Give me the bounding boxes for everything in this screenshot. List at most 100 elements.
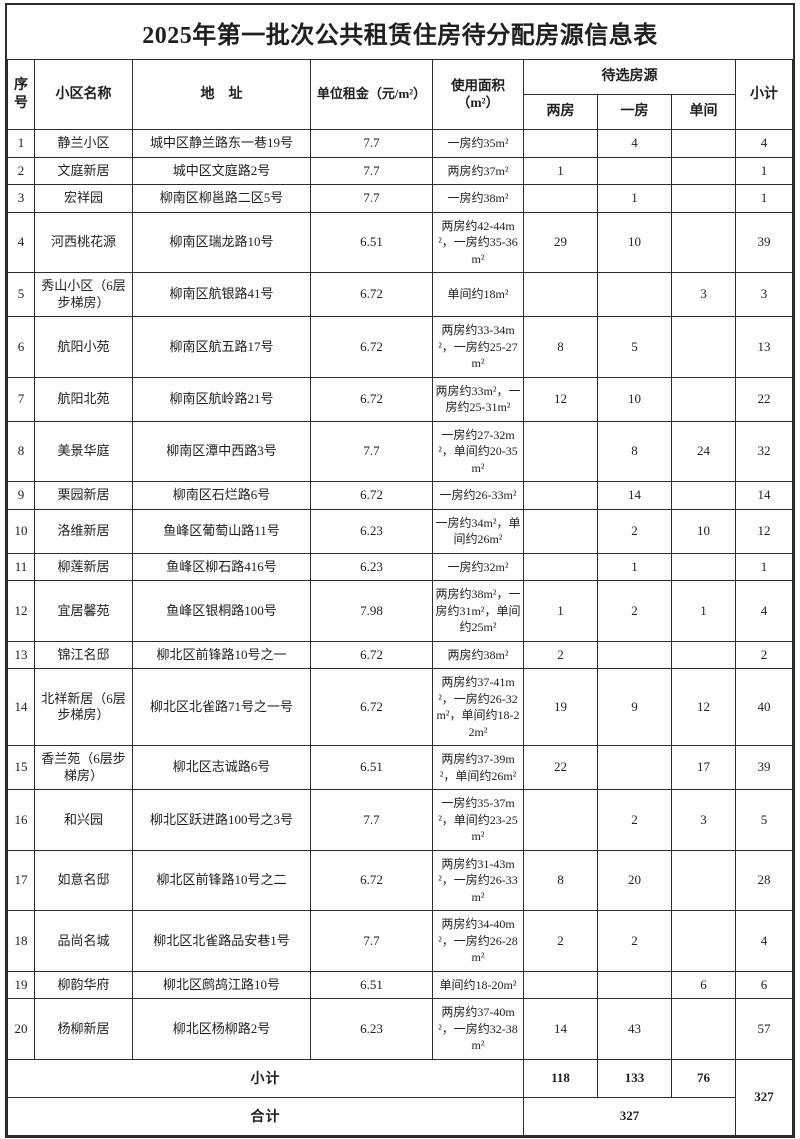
row-single-room-count: 17	[670, 745, 737, 790]
table-row: 1 静兰小区 城中区静兰路东一巷19号 7.7 一房约35m² 4 4	[7, 129, 793, 158]
row-two-room-count: 1	[523, 156, 598, 185]
row-community-name: 文庭新居	[34, 156, 133, 185]
row-subtotal: 12	[735, 508, 793, 554]
housing-info-sheet: 2025年第一批次公共租赁住房待分配房源信息表 序号 小区名称 地 址 单位租金…	[5, 3, 795, 1138]
row-subtotal: 4	[735, 129, 793, 158]
row-unit-rent: 7.7	[310, 129, 433, 158]
row-two-room-count: 14	[523, 998, 598, 1060]
row-two-room-count	[523, 789, 598, 851]
row-two-room-count: 29	[523, 211, 598, 273]
header-row-1: 序号 小区名称 地 址 单位租金（元/m²） 使用面积（m²） 待选房源 小计	[7, 59, 793, 130]
row-address: 鱼峰区柳石路416号	[132, 552, 311, 581]
row-subtotal: 4	[735, 910, 793, 972]
row-usable-area: 两房约34-40m²，一房约26-28m²	[432, 910, 524, 972]
row-one-room-count: 2	[597, 910, 672, 972]
page-title: 2025年第一批次公共租赁住房待分配房源信息表	[142, 22, 658, 49]
row-seq: 5	[7, 272, 35, 317]
row-seq: 11	[7, 552, 35, 581]
row-unit-rent: 6.72	[310, 640, 433, 669]
row-address: 柳南区航银路41号	[132, 272, 311, 317]
row-one-room-count	[597, 970, 672, 999]
row-usable-area: 两房约37-41m²，一房约26-32m²，单间约18-22m²	[432, 668, 524, 746]
total-row: 合计 327	[7, 1096, 793, 1136]
row-two-room-count: 19	[523, 668, 598, 746]
row-unit-rent: 7.7	[310, 789, 433, 851]
row-address: 柳北区鹧鸪江路10号	[132, 970, 311, 999]
row-address: 柳北区跃进路100号之3号	[132, 789, 311, 851]
row-single-room-count	[670, 316, 737, 378]
row-single-room-count	[670, 184, 737, 213]
row-two-room-count	[523, 481, 598, 510]
row-one-room-count: 20	[597, 849, 672, 911]
row-single-room-count: 3	[670, 789, 737, 851]
row-seq: 4	[7, 211, 35, 273]
table-row: 10 洛维新居 鱼峰区葡萄山路11号 6.23 一房约34m²，单间约26m² 2 10 12	[7, 508, 793, 554]
row-single-room-count	[670, 156, 737, 185]
row-one-room-count: 1	[597, 552, 672, 581]
row-single-room-count	[670, 129, 737, 158]
row-address: 柳南区潭中西路3号	[132, 420, 311, 482]
row-two-room-count	[523, 184, 598, 213]
table-row: 8 美景华庭 柳南区潭中西路3号 7.7 一房约27-32m²，单间约20-35m² 8 2…	[7, 420, 793, 482]
row-one-room-count: 9	[597, 668, 672, 746]
row-seq: 7	[7, 376, 35, 422]
row-address: 鱼峰区银桐路100号	[132, 580, 311, 642]
row-subtotal: 57	[735, 998, 793, 1060]
row-address: 柳北区杨柳路2号	[132, 998, 311, 1060]
row-usable-area: 两房约37m²	[432, 156, 524, 185]
row-seq: 8	[7, 420, 35, 482]
row-seq: 13	[7, 640, 35, 669]
row-single-room-count	[670, 998, 737, 1060]
row-seq: 17	[7, 849, 35, 911]
row-usable-area: 两房约37-39m²，单间约26m²	[432, 745, 524, 790]
row-two-room-count: 8	[523, 849, 598, 911]
subtotal-label: 小计	[7, 1058, 524, 1098]
col-header-two-room: 两房	[523, 94, 598, 130]
row-address: 柳南区瑞龙路10号	[132, 211, 311, 273]
total-label: 合计	[7, 1096, 524, 1136]
table-row: 16 和兴园 柳北区跃进路100号之3号 7.7 一房约35-37m²，单间约23-25…	[7, 789, 793, 851]
row-community-name: 如意名邸	[34, 849, 133, 911]
row-usable-area: 一房约35-37m²，单间约23-25m²	[432, 789, 524, 851]
row-community-name: 北祥新居（6层步梯房）	[34, 668, 133, 746]
row-community-name: 秀山小区（6层步梯房）	[34, 272, 133, 317]
right-column-grand-total: 327	[735, 1058, 793, 1136]
row-subtotal: 3	[735, 272, 793, 317]
row-address: 柳北区前锋路10号之一	[132, 640, 311, 669]
row-address: 城中区静兰路东一巷19号	[132, 129, 311, 158]
row-one-room-count	[597, 272, 672, 317]
row-two-room-count: 22	[523, 745, 598, 790]
row-community-name: 静兰小区	[34, 129, 133, 158]
row-single-room-count	[670, 640, 737, 669]
row-one-room-count: 14	[597, 481, 672, 510]
row-subtotal: 32	[735, 420, 793, 482]
row-subtotal: 13	[735, 316, 793, 378]
row-seq: 6	[7, 316, 35, 378]
row-usable-area: 一房约35m²	[432, 129, 524, 158]
table-row: 18 品尚名城 柳北区北雀路品安巷1号 7.7 两房约34-40m²，一房约26-28m…	[7, 910, 793, 972]
row-community-name: 和兴园	[34, 789, 133, 851]
row-unit-rent: 7.7	[310, 910, 433, 972]
row-subtotal: 1	[735, 156, 793, 185]
table-row: 17 如意名邸 柳北区前锋路10号之二 6.72 两房约31-43m²，一房约26-33…	[7, 849, 793, 911]
row-one-room-count: 10	[597, 376, 672, 422]
row-address: 柳南区石烂路6号	[132, 481, 311, 510]
row-one-room-count: 5	[597, 316, 672, 378]
row-usable-area: 单间约18-20m²	[432, 970, 524, 999]
row-seq: 20	[7, 998, 35, 1060]
row-subtotal: 2	[735, 640, 793, 669]
row-seq: 2	[7, 156, 35, 185]
row-seq: 9	[7, 481, 35, 510]
row-two-room-count	[523, 420, 598, 482]
row-unit-rent: 6.72	[310, 481, 433, 510]
row-usable-area: 一房约34m²，单间约26m²	[432, 508, 524, 554]
row-community-name: 柳韵华府	[34, 970, 133, 999]
row-address: 柳南区柳邕路二区5号	[132, 184, 311, 213]
row-unit-rent: 7.7	[310, 184, 433, 213]
row-subtotal: 40	[735, 668, 793, 746]
row-usable-area: 两房约37-40m²，一房约32-38m²	[432, 998, 524, 1060]
col-header-community: 小区名称	[34, 59, 133, 130]
row-usable-area: 两房约31-43m²，一房约26-33m²	[432, 849, 524, 911]
row-usable-area: 两房约38m²，一房约31m²，单间约25m²	[432, 580, 524, 642]
row-two-room-count: 12	[523, 376, 598, 422]
